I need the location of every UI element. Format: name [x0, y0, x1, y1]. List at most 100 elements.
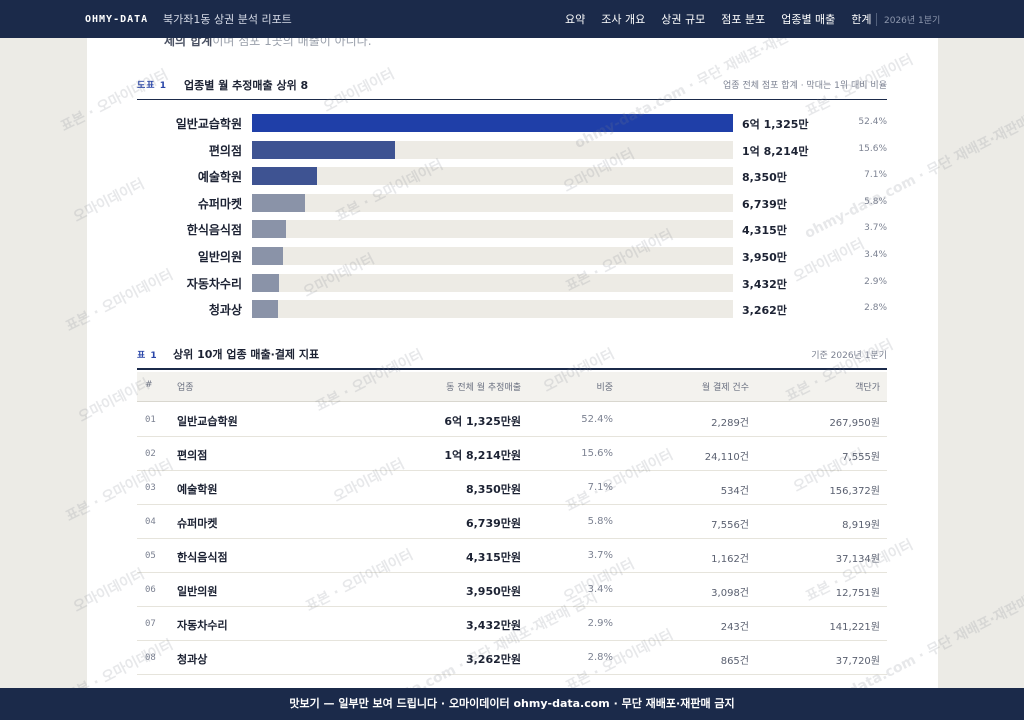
row-monthly-sales: 3,950만원	[465, 585, 521, 598]
bar-fill	[252, 300, 278, 319]
preview-banner: 맛보기 — 일부만 보여 드립니다 · 오마이데이터 ohmy-data.com…	[0, 688, 1024, 720]
bar-category-label: 일반교습학원	[175, 117, 242, 131]
bar-track	[252, 247, 733, 265]
row-payment-count: 865건	[720, 656, 749, 667]
bar-row: 일반의원 3,950만 3.4%	[137, 247, 887, 265]
nav-link-store-distribution[interactable]: 점포 분포	[721, 13, 766, 26]
table-header: 표 1 상위 10개 업종 매출·결제 지표 기준 2026년 1분기	[137, 344, 887, 370]
top-nav-bar: OHMY-DATA 북가좌1동 상권 분석 리포트 요약 조사 개요 상권 규모…	[0, 0, 1024, 38]
report-page: 제의 합계이며 점포 1곳의 매출이 아니다. 도표 1 업종별 월 추정매출 …	[87, 38, 938, 688]
row-number: 03	[145, 483, 156, 493]
table-row[interactable]: 02 편의점 1억 8,214만원 15.6% 24,110건 7,555원	[137, 437, 887, 471]
table-row[interactable]: 06 일반의원 3,950만원 3.4% 3,098건 12,751원	[137, 573, 887, 607]
bar-share-label: 15.6%	[858, 143, 887, 154]
table-tag: 표 1	[137, 351, 158, 361]
figure-header: 도표 1 업종별 월 추정매출 상위 8 업종 전체 점포 합계 · 막대는 1…	[137, 76, 887, 100]
row-industry: 한식음식점	[177, 551, 228, 564]
nav-link-summary[interactable]: 요약	[565, 13, 586, 26]
brand-logo[interactable]: OHMY-DATA	[85, 13, 149, 25]
bar-row: 자동차수리 3,432만 2.9%	[137, 273, 887, 292]
row-avg-price: 7,555원	[842, 452, 880, 463]
row-payment-count: 1,162건	[711, 554, 749, 565]
cut-off-paragraph: 제의 합계이며 점포 1곳의 매출이 아니다.	[164, 38, 372, 49]
row-payment-count: 24,110건	[704, 452, 749, 463]
bar-fill	[252, 220, 286, 239]
bar-row: 청과상 3,262만 2.8%	[137, 300, 887, 319]
row-payment-count: 534건	[720, 486, 749, 497]
nav-link-overview[interactable]: 조사 개요	[601, 13, 646, 26]
row-avg-price: 141,221원	[829, 622, 880, 633]
col-header-avg-price: 객단가	[855, 383, 880, 393]
col-header-share: 비중	[596, 383, 613, 393]
bar-value-label: 8,350만	[742, 171, 787, 185]
row-share: 2.9%	[587, 618, 613, 629]
row-share: 3.4%	[587, 584, 613, 595]
bar-share-label: 7.1%	[864, 170, 887, 181]
bar-track	[252, 220, 733, 239]
table-row[interactable]: 05 한식음식점 4,315만원 3.7% 1,162건 37,134원	[137, 539, 887, 573]
row-share: 7.1%	[587, 482, 613, 493]
bar-fill	[252, 140, 395, 159]
bar-share-label: 52.4%	[858, 117, 887, 127]
bar-row: 편의점 1억 8,214만 15.6%	[137, 140, 887, 159]
row-avg-price: 156,372원	[829, 486, 880, 497]
bar-fill	[252, 167, 318, 186]
nav-link-sales-by-industry[interactable]: 업종별 매출	[781, 13, 836, 26]
bar-value-label: 3,262만	[742, 304, 787, 318]
table-row[interactable]: 08 청과상 3,262만원 2.8% 865건 37,720원	[137, 641, 887, 675]
bar-share-label: 2.8%	[864, 303, 887, 314]
row-number: 06	[145, 585, 156, 595]
row-monthly-sales: 3,432만원	[465, 619, 521, 632]
row-share: 52.4%	[581, 414, 613, 425]
bar-value-label: 1억 8,214만	[742, 144, 809, 158]
row-number: 05	[145, 551, 156, 561]
row-monthly-sales: 3,262만원	[465, 653, 521, 666]
table-note: 기준 2026년 1분기	[811, 351, 887, 361]
col-header-industry: 업종	[177, 383, 194, 393]
table-title: 상위 10개 업종 매출·결제 지표	[173, 348, 320, 361]
bar-share-label: 3.7%	[864, 223, 887, 234]
row-monthly-sales: 1억 8,214만원	[444, 449, 521, 462]
col-header-monthly-sales: 동 전체 월 추정매출	[446, 383, 521, 393]
bar-value-label: 3,950만	[742, 251, 787, 264]
bar-value-label: 4,315만	[742, 224, 787, 238]
bar-share-label: 5.8%	[864, 196, 887, 207]
bar-track	[252, 140, 733, 159]
row-share: 2.8%	[587, 652, 613, 663]
table-row[interactable]: 04 슈퍼마켓 6,739만원 5.8% 7,556건 8,919원	[137, 505, 887, 539]
bar-category-label: 편의점	[208, 143, 242, 158]
bar-category-label: 예술학원	[197, 170, 242, 185]
table-row[interactable]: 07 자동차수리 3,432만원 2.9% 243건 141,221원	[137, 607, 887, 641]
col-header-payment-count: 월 결제 건수	[701, 383, 749, 393]
bar-category-label: 한식음식점	[186, 223, 242, 238]
row-industry: 일반의원	[177, 585, 218, 598]
row-monthly-sales: 6,739만원	[465, 517, 521, 530]
row-industry: 편의점	[177, 449, 208, 462]
row-payment-count: 7,556건	[711, 520, 749, 531]
row-monthly-sales: 4,315만원	[465, 551, 521, 564]
row-avg-price: 267,950원	[829, 418, 880, 429]
nav-link-limitations[interactable]: 한계	[851, 13, 872, 26]
bar-track	[252, 114, 733, 132]
table-row[interactable]: 01 일반교습학원 6억 1,325만원 52.4% 2,289건 267,950원	[137, 403, 887, 437]
bar-track	[252, 273, 733, 292]
row-number: 04	[145, 517, 156, 527]
bar-fill	[252, 193, 305, 212]
period-label: 2026년 1분기	[876, 12, 940, 26]
table-row[interactable]: 03 예술학원 8,350만원 7.1% 534건 156,372원	[137, 471, 887, 505]
table-column-headers: # 업종 동 전체 월 추정매출 비중 월 결제 건수 객단가	[137, 372, 887, 402]
figure-title: 업종별 월 추정매출 상위 8	[184, 79, 309, 92]
row-monthly-sales: 6억 1,325만원	[444, 415, 521, 428]
nav-links: 요약 조사 개요 상권 규모 점포 분포 업종별 매출 한계	[565, 11, 888, 27]
bar-value-label: 3,432만	[742, 277, 787, 291]
report-title: 북가좌1동 상권 분석 리포트	[163, 13, 292, 26]
bar-row: 한식음식점 4,315만 3.7%	[137, 220, 887, 239]
figure-note: 업종 전체 점포 합계 · 막대는 1위 대비 비율	[723, 81, 887, 91]
bar-row: 일반교습학원 6억 1,325만 52.4%	[137, 114, 887, 132]
row-payment-count: 243건	[720, 622, 749, 633]
nav-link-market-size[interactable]: 상권 규모	[661, 13, 706, 26]
row-avg-price: 37,720원	[835, 656, 880, 667]
row-number: 08	[145, 653, 156, 663]
bar-track	[252, 193, 733, 212]
figure-tag: 도표 1	[137, 81, 167, 91]
